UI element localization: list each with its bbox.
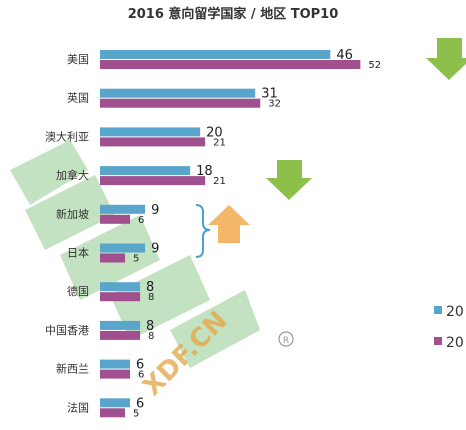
category-label: 加拿大 [56, 168, 89, 182]
category-label: 日本 [67, 246, 89, 260]
category-label: 新西兰 [56, 362, 89, 376]
category-label: 新加坡 [56, 207, 89, 221]
data-label: 6 [136, 396, 144, 411]
data-label: 8 [148, 292, 154, 303]
data-label: 5 [133, 254, 139, 265]
chart-title: 2016 意向留学国家 / 地区 TOP10 [127, 7, 339, 22]
bar [100, 292, 141, 302]
registered-icon-glyph: R [283, 336, 289, 346]
bar [100, 398, 131, 408]
registered-icon [278, 331, 294, 347]
data-label: 9 [151, 203, 159, 218]
bar [100, 408, 126, 418]
bar [100, 330, 141, 340]
bar [100, 214, 131, 224]
bar [100, 253, 126, 263]
legend-swatch [434, 306, 442, 314]
bar [100, 320, 141, 330]
bar [100, 60, 361, 69]
bar [100, 127, 201, 137]
bar [100, 88, 256, 98]
data-label: 20 [206, 125, 223, 140]
data-label: 6 [138, 215, 144, 226]
legend-label: 20 [446, 335, 464, 351]
legend-label: 20 [446, 304, 464, 320]
bar [100, 282, 141, 292]
category-label: 中国香港 [45, 324, 89, 337]
data-label: 32 [268, 99, 281, 110]
bar [100, 204, 146, 214]
bracket [195, 204, 211, 258]
category-label: 英国 [67, 91, 89, 105]
data-label: 46 [336, 48, 353, 63]
category-label: 法国 [67, 400, 89, 414]
data-label: 8 [146, 319, 154, 334]
bar [100, 166, 191, 176]
data-label: 6 [138, 370, 144, 381]
data-label: 18 [196, 164, 213, 179]
data-label: 9 [151, 242, 159, 257]
data-label: 5 [133, 408, 139, 419]
down-arrow-icon [266, 160, 312, 200]
bar [100, 176, 206, 186]
data-label: 6 [136, 358, 144, 373]
data-label: 8 [148, 331, 154, 342]
bar [100, 50, 331, 59]
data-label: 31 [261, 87, 278, 102]
data-label: 8 [146, 280, 154, 295]
category-label: 德国 [67, 284, 89, 298]
bar [100, 243, 146, 253]
down-arrow-icon [426, 38, 466, 80]
bars-layer [100, 50, 361, 418]
legend-swatch [434, 337, 442, 345]
category-label: 美国 [67, 53, 89, 66]
bar [100, 98, 261, 108]
data-label: 52 [368, 60, 381, 71]
data-label: 21 [213, 176, 226, 187]
up-arrow-icon [208, 205, 250, 243]
data-label: 21 [213, 137, 226, 148]
bar [100, 137, 206, 147]
bar [100, 359, 131, 369]
bar [100, 369, 131, 379]
category-label: 澳大利亚 [45, 129, 89, 143]
